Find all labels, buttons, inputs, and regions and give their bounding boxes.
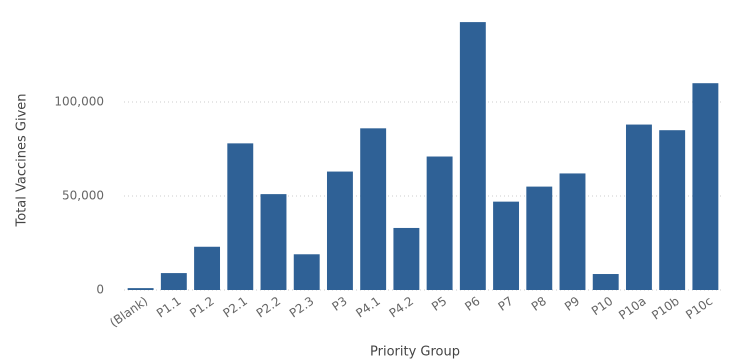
y-tick-label: 100,000 (54, 95, 104, 109)
x-tick-label: P5 (429, 294, 449, 314)
x-tick-label: P8 (529, 294, 549, 314)
x-tick-label: P2.1 (220, 294, 250, 321)
bar (692, 83, 719, 290)
bar (526, 186, 553, 290)
bar (260, 194, 287, 290)
x-tick-label: P1.2 (187, 294, 217, 321)
x-tick-label: P3 (329, 294, 349, 314)
y-tick-label: 0 (96, 283, 104, 297)
x-tick-label: P10c (683, 294, 715, 322)
x-tick-label: P10a (616, 294, 648, 323)
bar (592, 274, 619, 290)
x-tick-label: P1.1 (154, 294, 184, 321)
x-tick-label: P6 (462, 294, 482, 314)
x-tick-label: (Blank) (107, 294, 150, 330)
x-axis-title: Priority Group (370, 345, 460, 360)
x-tick-label: P4.1 (353, 294, 383, 321)
bar (459, 22, 486, 290)
bar (227, 143, 254, 290)
bar (625, 124, 652, 290)
bar (659, 130, 686, 290)
bar (426, 156, 453, 290)
x-tick-label: P10b (649, 294, 682, 323)
bar (393, 227, 420, 290)
y-tick-label: 50,000 (62, 189, 104, 203)
bar (360, 128, 387, 290)
bar (293, 254, 320, 290)
x-tick-label: P10 (589, 294, 615, 318)
bar (326, 171, 353, 290)
x-tick-label: P2.3 (287, 294, 317, 321)
x-tick-label: P7 (496, 294, 516, 314)
x-tick-label: P9 (562, 294, 582, 314)
bar (559, 173, 586, 290)
bar (493, 201, 520, 290)
bar (194, 246, 221, 290)
x-tick-label: P4.2 (387, 294, 417, 321)
y-axis-title: Total Vaccines Given (15, 93, 30, 227)
bar (127, 288, 154, 290)
bar (160, 273, 187, 290)
x-tick-label: P2.2 (254, 294, 284, 321)
